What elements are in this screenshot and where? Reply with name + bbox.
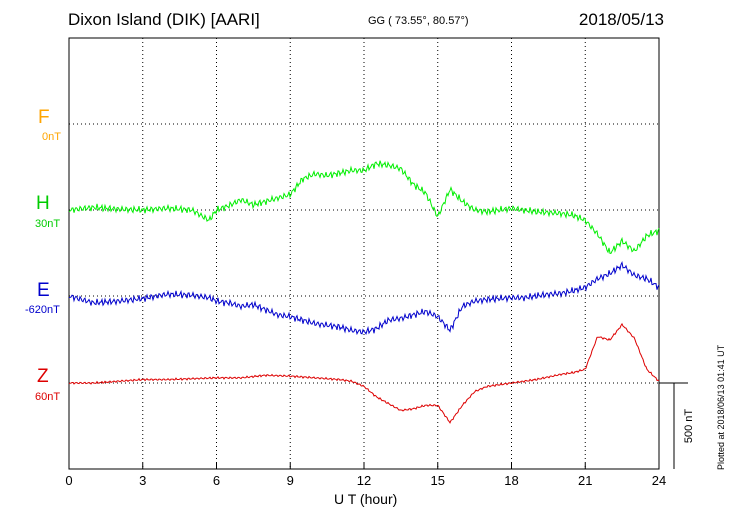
baseline-label-f: 0nT	[42, 131, 61, 143]
x-tick-label-3: 9	[287, 473, 294, 488]
x-tick-label-1: 3	[139, 473, 146, 488]
x-tick-label-7: 21	[578, 473, 592, 488]
x-tick-label-2: 6	[213, 473, 220, 488]
x-tick-label-4: 12	[357, 473, 371, 488]
baseline-label-z: 60nT	[35, 391, 61, 403]
series-line-h	[68, 160, 660, 254]
x-axis-label: U T (hour)	[334, 491, 398, 507]
component-letter-e: E	[37, 280, 50, 301]
series-line-e	[68, 260, 660, 336]
baseline-label-h: 30nT	[35, 218, 61, 230]
x-ticks: 0 3 6 9 12 15 18 21 24	[65, 463, 666, 488]
x-tick-label-0: 0	[65, 473, 72, 488]
plotted-timestamp: Plotted at 2018/06/13 01:41 UT	[716, 344, 726, 470]
baseline-label-e: -620nT	[25, 304, 60, 316]
component-letter-f: F	[38, 107, 50, 128]
component-letter-z: Z	[37, 366, 49, 387]
series	[68, 160, 660, 424]
scale-bar: 500 nT	[659, 382, 695, 469]
chart-date: 2018/05/13	[578, 10, 664, 29]
series-line-z	[68, 322, 660, 424]
x-tick-label-6: 18	[504, 473, 518, 488]
grid	[69, 38, 659, 469]
x-tick-label-8: 24	[652, 473, 666, 488]
component-letter-h: H	[36, 193, 50, 214]
scale-bar-label: 500 nT	[683, 409, 695, 444]
x-tick-label-5: 15	[431, 473, 445, 488]
chart-title: Dixon Island (DIK) [AARI]	[68, 10, 260, 29]
geo-coordinates: GG ( 73.55°, 80.57°)	[368, 15, 469, 27]
